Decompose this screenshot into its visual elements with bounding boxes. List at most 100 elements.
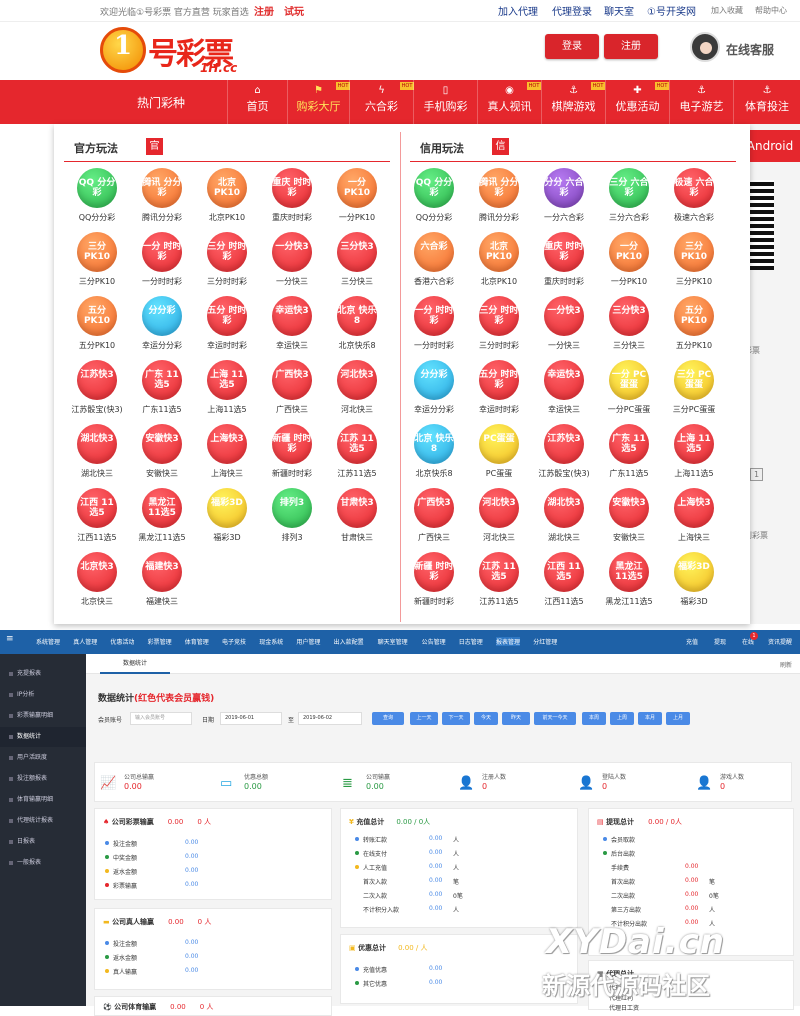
- date-to-input[interactable]: 2019-06-02: [298, 712, 362, 725]
- android-download-button[interactable]: Android: [740, 130, 800, 162]
- sidebar-item[interactable]: 用户活跃度: [0, 748, 86, 768]
- game-tile[interactable]: 北京 PK10 北京PK10: [466, 232, 532, 294]
- register-button[interactable]: 注册: [604, 34, 658, 59]
- game-tile[interactable]: 五分 PK10 五分PK10: [64, 296, 130, 358]
- sidebar-item[interactable]: 体育输赢明细: [0, 790, 86, 810]
- game-tile[interactable]: 安徽快3 安徽快三: [129, 424, 195, 486]
- admin-menu-item[interactable]: 彩票管理: [147, 639, 172, 646]
- sidebar-item[interactable]: 日报表: [0, 832, 86, 852]
- game-tile[interactable]: PC蛋蛋 PC蛋蛋: [466, 424, 532, 486]
- filter-button[interactable]: 查询: [372, 712, 404, 725]
- chat-link[interactable]: 聊天室: [604, 7, 634, 18]
- game-tile[interactable]: QQ 分分彩 QQ分分彩: [401, 168, 467, 230]
- game-tile[interactable]: 河北快3 河北快三: [466, 488, 532, 550]
- nav-chess[interactable]: ⚓ 棋牌游戏: [541, 80, 605, 124]
- filter-button[interactable]: 上一天: [410, 712, 438, 725]
- top-online[interactable]: 在线: [742, 639, 755, 646]
- game-tile[interactable]: 五分 PK10 五分PK10: [661, 296, 727, 358]
- nav-home[interactable]: ⌂ 首页: [227, 80, 287, 124]
- game-tile[interactable]: 一分 时时彩 一分时时彩: [401, 296, 467, 358]
- game-tile[interactable]: 五分 时时彩 幸运时时彩: [466, 360, 532, 422]
- game-tile[interactable]: 上海快3 上海快三: [661, 488, 727, 550]
- game-tile[interactable]: 江苏快3 江苏骰宝(快3): [64, 360, 130, 422]
- sidebar-item[interactable]: 彩票输赢明细: [0, 706, 86, 726]
- help-link[interactable]: 帮助中心: [755, 6, 787, 15]
- sidebar-item[interactable]: 一般报表: [0, 853, 86, 873]
- game-tile[interactable]: 广东 11选5 广东11选5: [129, 360, 195, 422]
- admin-menu-item[interactable]: 现金系统: [259, 639, 284, 646]
- top-alerts[interactable]: 资讯提醒: [768, 639, 793, 646]
- login-button[interactable]: 登录: [545, 34, 599, 59]
- date-from-input[interactable]: 2019-06-01: [220, 712, 282, 725]
- admin-menu-item[interactable]: 系统管理: [36, 639, 61, 646]
- admin-menu-item[interactable]: 体育管理: [184, 639, 209, 646]
- game-tile[interactable]: 黑龙江 11选5 黑龙江11选5: [596, 552, 662, 614]
- game-tile[interactable]: 分分彩 幸运分分彩: [129, 296, 195, 358]
- game-tile[interactable]: 新疆 时时彩 新疆时时彩: [401, 552, 467, 614]
- sidebar-item[interactable]: 投注额报表: [0, 769, 86, 789]
- agent-login-link[interactable]: 代理登录: [552, 7, 592, 18]
- side-page-button[interactable]: 1: [750, 468, 764, 481]
- admin-menu-item[interactable]: 真人管理: [73, 639, 98, 646]
- game-tile[interactable]: 安徽快3 安徽快三: [596, 488, 662, 550]
- game-tile[interactable]: 三分 时时彩 三分时时彩: [194, 232, 260, 294]
- game-tile[interactable]: 一分快3 一分快三: [259, 232, 325, 294]
- sidebar-item[interactable]: IP分析: [0, 685, 86, 705]
- game-tile[interactable]: 腾讯 分分彩 腾讯分分彩: [129, 168, 195, 230]
- game-tile[interactable]: 江苏 11选5 江苏11选5: [324, 424, 390, 486]
- game-tile[interactable]: 幸运快3 幸运快三: [531, 360, 597, 422]
- game-tile[interactable]: 三分 PK10 三分PK10: [661, 232, 727, 294]
- game-tile[interactable]: 福彩3D 福彩3D: [194, 488, 260, 550]
- game-tile[interactable]: 湖北快3 湖北快三: [64, 424, 130, 486]
- member-input[interactable]: 输入会员账号: [130, 712, 192, 725]
- register-link[interactable]: 注册: [254, 7, 274, 18]
- filter-button[interactable]: 今天: [474, 712, 498, 725]
- nav-slots[interactable]: ⚓ 电子游艺: [669, 80, 733, 124]
- nav-sports[interactable]: ⚓ 体育投注: [733, 80, 800, 124]
- game-tile[interactable]: 重庆 时时彩 重庆时时彩: [259, 168, 325, 230]
- admin-menu-item[interactable]: 电子竞技: [222, 639, 247, 646]
- game-tile[interactable]: 一分 时时彩 一分时时彩: [129, 232, 195, 294]
- game-tile[interactable]: 三分 时时彩 三分时时彩: [466, 296, 532, 358]
- game-tile[interactable]: 广西快3 广西快三: [259, 360, 325, 422]
- top-deposit[interactable]: 充值: [686, 639, 699, 646]
- game-tile[interactable]: 新疆 时时彩 新疆时时彩: [259, 424, 325, 486]
- game-tile[interactable]: 重庆 时时彩 重庆时时彩: [531, 232, 597, 294]
- nav-live[interactable]: ◉ 真人视讯: [477, 80, 541, 124]
- game-tile[interactable]: 上海快3 上海快三: [194, 424, 260, 486]
- filter-button[interactable]: 上周: [610, 712, 634, 725]
- game-tile[interactable]: 幸运快3 幸运快三: [259, 296, 325, 358]
- nav-mobile[interactable]: ▯ 手机购彩: [413, 80, 477, 124]
- game-tile[interactable]: 福彩3D 福彩3D: [661, 552, 727, 614]
- game-tile[interactable]: 排列3 排列3: [259, 488, 325, 550]
- filter-button[interactable]: 前天一今天: [534, 712, 576, 725]
- site-logo[interactable]: 1 号彩票 1H.cc: [100, 25, 240, 77]
- tab-data-stats[interactable]: 数据统计: [100, 656, 170, 674]
- admin-menu-item[interactable]: 用户管理: [296, 639, 321, 646]
- nav-mark-six[interactable]: ϟ 六合彩: [349, 80, 413, 124]
- nav-lottery-hall[interactable]: ⚑ 购彩大厅: [287, 80, 349, 124]
- game-tile[interactable]: 三分 PC蛋蛋 三分PC蛋蛋: [661, 360, 727, 422]
- game-tile[interactable]: 江苏快3 江苏骰宝(快3): [531, 424, 597, 486]
- filter-button[interactable]: 下一天: [442, 712, 470, 725]
- game-tile[interactable]: 河北快3 河北快三: [324, 360, 390, 422]
- online-service[interactable]: 在线客服: [690, 32, 800, 68]
- game-tile[interactable]: 江西 11选5 江西11选5: [64, 488, 130, 550]
- admin-menu-item[interactable]: 优惠活动: [110, 639, 135, 646]
- lottery-site-link[interactable]: ①号开奖网: [647, 7, 696, 18]
- sidebar-item[interactable]: 充提报表: [0, 664, 86, 684]
- nav-promo[interactable]: ✚ 优惠活动: [605, 80, 669, 124]
- game-tile[interactable]: 一分快3 一分快三: [531, 296, 597, 358]
- filter-button[interactable]: 上月: [666, 712, 690, 725]
- refresh-button[interactable]: 刷新: [779, 662, 792, 669]
- admin-menu-item[interactable]: 出入款配置: [333, 639, 364, 646]
- admin-menu-item[interactable]: 日志管理: [458, 639, 483, 646]
- game-tile[interactable]: 上海 11选5 上海11选5: [661, 424, 727, 486]
- sidebar-item[interactable]: 代理统计报表: [0, 811, 86, 831]
- game-tile[interactable]: 江西 11选5 江西11选5: [531, 552, 597, 614]
- menu-toggle-icon[interactable]: ≡: [6, 634, 14, 644]
- game-tile[interactable]: 甘肃快3 甘肃快三: [324, 488, 390, 550]
- game-tile[interactable]: 分分彩 幸运分分彩: [401, 360, 467, 422]
- filter-button[interactable]: 本周: [582, 712, 606, 725]
- game-tile[interactable]: 广东 11选5 广东11选5: [596, 424, 662, 486]
